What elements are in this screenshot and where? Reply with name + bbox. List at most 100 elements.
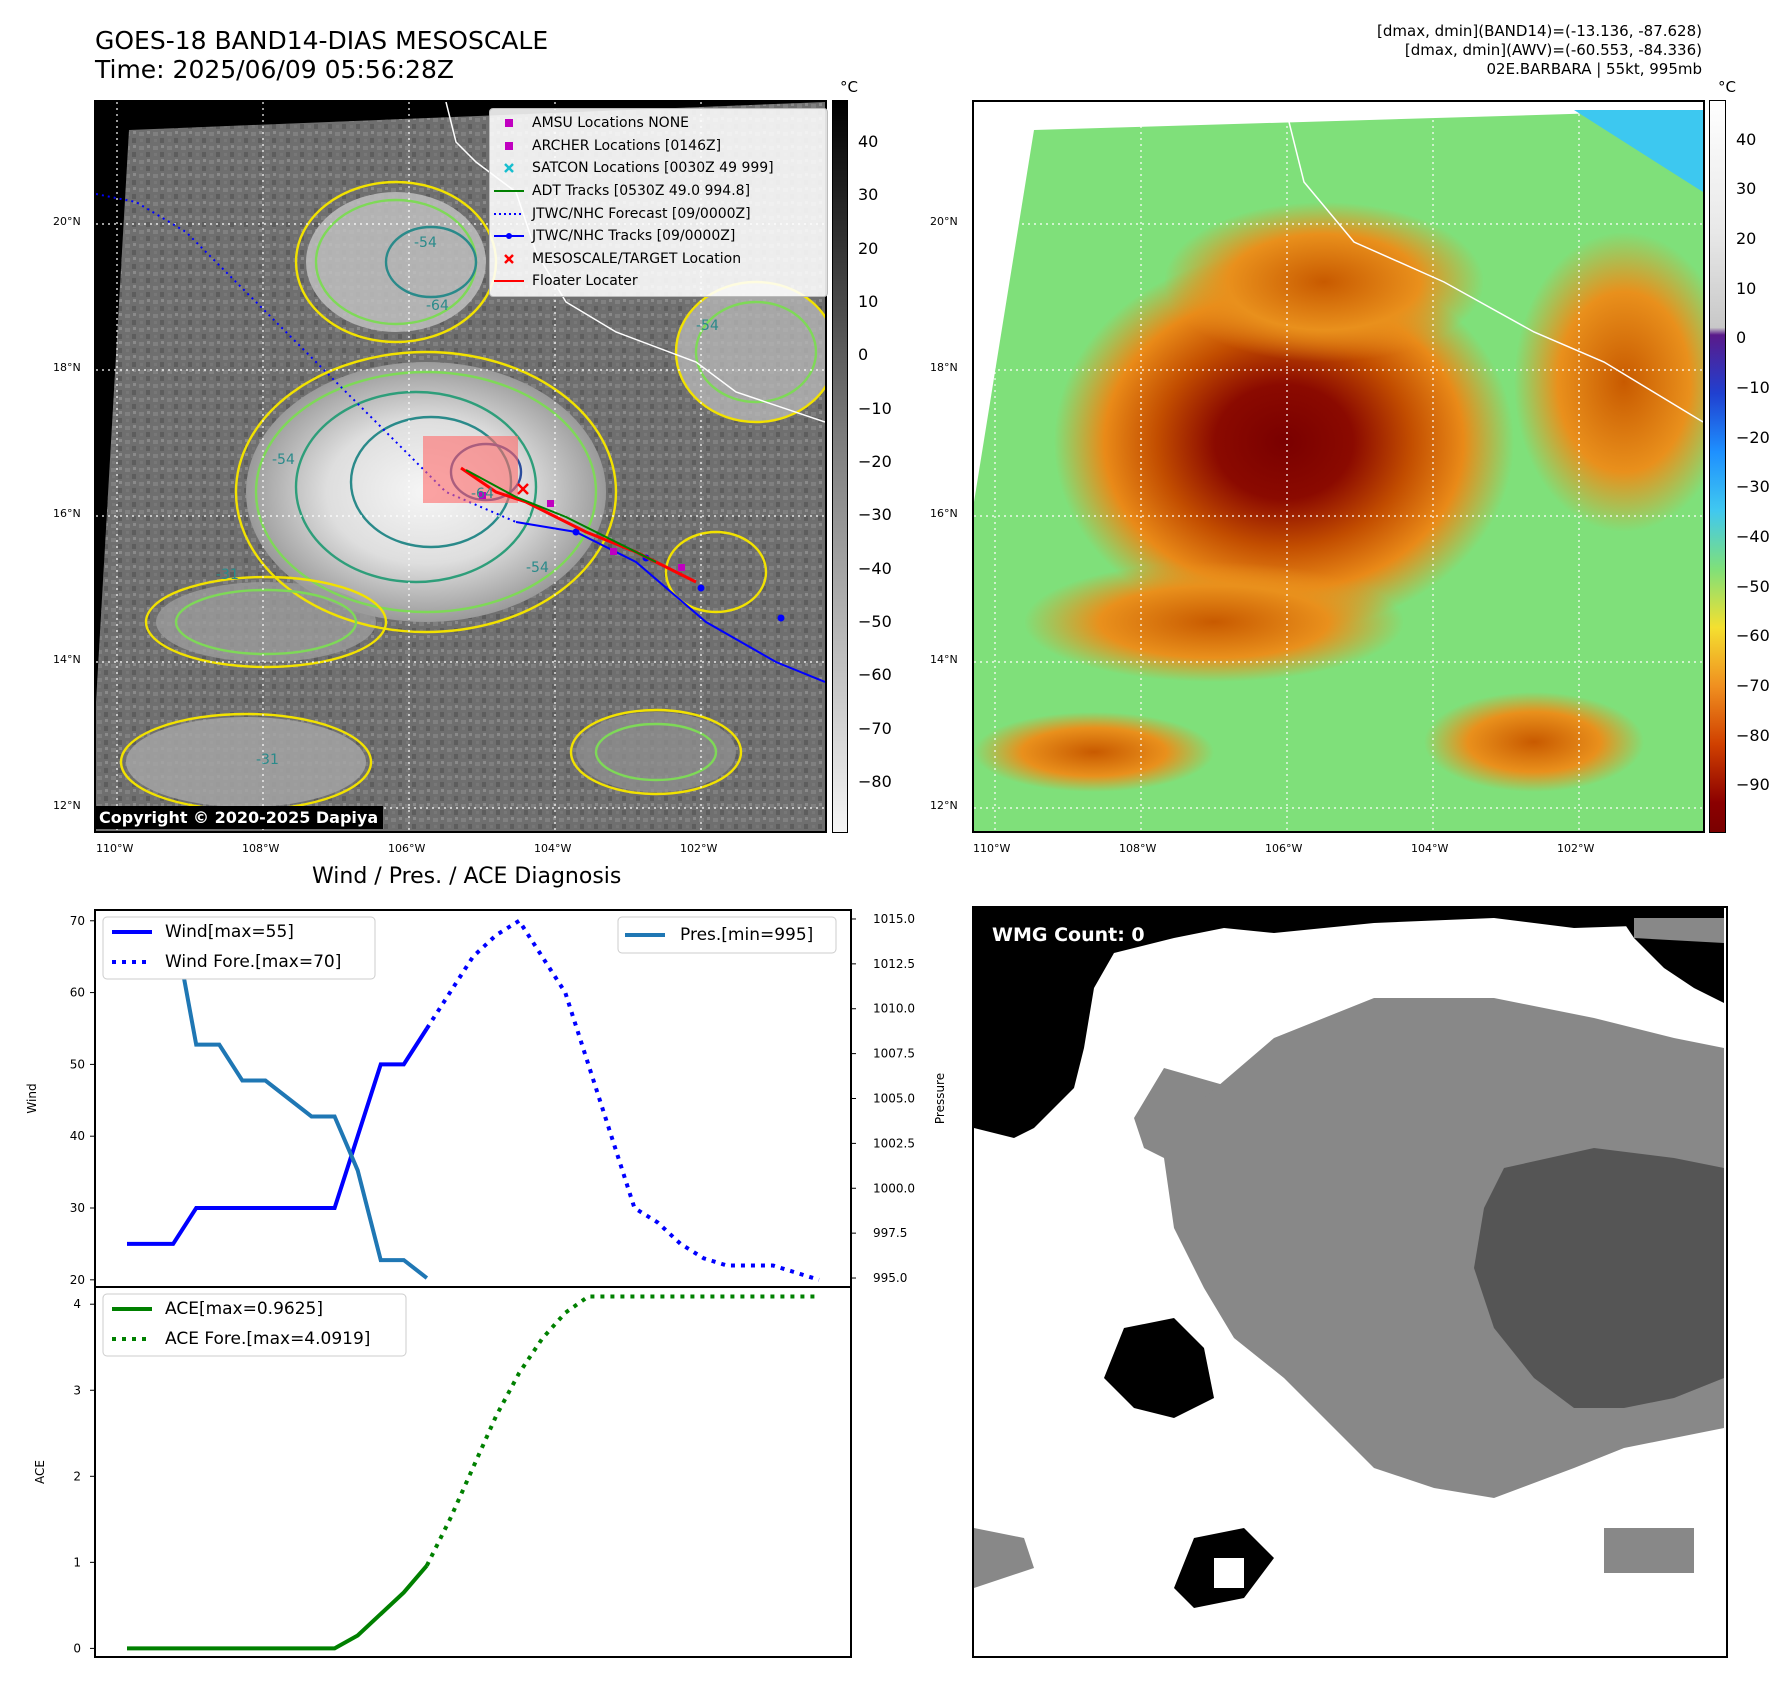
colorbar-gray xyxy=(832,100,848,833)
legend-entry: ARCHER Locations [0146Z] xyxy=(494,135,823,158)
ace-tick-label: 0 xyxy=(73,1641,81,1655)
legend-label: JTWC/NHC Tracks [09/0000Z] xyxy=(532,228,736,245)
legend-entry: MESOSCALE/TARGET Location xyxy=(494,248,823,271)
lat-label: 18°N xyxy=(53,361,81,374)
lat-label: 16°N xyxy=(53,507,81,520)
colorbar-tick-label: −70 xyxy=(858,718,892,738)
colorbar-unit: °C xyxy=(1718,78,1736,96)
pressure-tick-label: 1015.0 xyxy=(873,912,915,926)
legend-label: MESOSCALE/TARGET Location xyxy=(532,250,742,267)
lat-label: 12°N xyxy=(53,799,81,812)
wind-legend-box xyxy=(102,916,376,980)
ace-tick-label: 3 xyxy=(73,1383,81,1397)
colorbar-tick-label: −80 xyxy=(858,772,892,791)
pressure-axis-label: Pressure xyxy=(933,1073,947,1124)
lon-label: 108°W xyxy=(242,842,280,855)
legend-marker-icon xyxy=(494,253,524,265)
series-line xyxy=(127,1027,429,1246)
lat-label: 12°N xyxy=(930,799,958,812)
legend-marker-icon xyxy=(494,275,524,287)
lon-label: 102°W xyxy=(1557,842,1595,855)
legend-entry: Floater Locater xyxy=(494,270,823,293)
wind-tick-label: 70 xyxy=(70,914,85,928)
colorbar-tick-label: 0 xyxy=(1736,328,1747,348)
contour-label: -64 xyxy=(426,298,449,314)
copyright-label: Copyright © 2020-2025 Dapiya xyxy=(94,806,384,829)
legend-marker-icon xyxy=(494,140,524,152)
contour-label: -54 xyxy=(272,452,295,468)
lat-label: 16°N xyxy=(930,507,958,520)
diagnosis-charts: 203040506070995.0997.51000.01002.51005.0… xyxy=(25,909,947,1658)
colorbar-tick-label: 0 xyxy=(858,345,869,365)
legend-label: Floater Locater xyxy=(532,273,638,290)
pressure-tick-label: 1010.0 xyxy=(873,1002,915,1016)
legend-marker-icon xyxy=(494,185,524,197)
colorbar-tick-label: −70 xyxy=(1736,676,1770,695)
wmg-count-label: WMG Count: 0 xyxy=(992,924,1145,946)
pressure-tick-label: 1002.5 xyxy=(873,1136,915,1150)
ace-tick-label: 2 xyxy=(73,1469,81,1483)
pressure-tick-label: 995.0 xyxy=(873,1271,907,1285)
title-line-satellite: GOES-18 BAND14-DIAS MESOSCALE xyxy=(95,26,549,55)
contour-label: -54 xyxy=(696,318,719,334)
legend-entry: JTWC/NHC Tracks [09/0000Z] xyxy=(494,225,823,248)
colorbar-tick-label: 20 xyxy=(858,238,879,258)
colorbar-tick-label: −40 xyxy=(1736,527,1770,547)
legend-label: JTWC/NHC Forecast [09/0000Z] xyxy=(532,205,751,222)
ace-axes xyxy=(94,1286,852,1658)
contour-label: -31 xyxy=(216,567,239,583)
legend-entry: ADT Tracks [0530Z 49.0 994.8] xyxy=(494,180,823,203)
title-line-time: Time: 2025/06/09 05:56:28Z xyxy=(95,55,454,84)
lat-label: 20°N xyxy=(930,215,958,228)
legend-label: Wind[max=55] xyxy=(165,922,294,942)
lon-label: 104°W xyxy=(1411,842,1449,855)
colorbar-tick-label: −60 xyxy=(858,665,892,685)
contour-label: -31 xyxy=(256,752,279,768)
lat-label: 14°N xyxy=(53,653,81,666)
wind-tick-label: 50 xyxy=(70,1057,85,1071)
wind-tick-label: 60 xyxy=(70,986,85,1000)
lon-label: 110°W xyxy=(96,842,134,855)
lon-label: 106°W xyxy=(1265,842,1303,855)
colorbar-tick-label: −50 xyxy=(858,612,892,631)
lon-label: 108°W xyxy=(1119,842,1157,855)
series-line xyxy=(425,918,820,1282)
wind-tick-label: 30 xyxy=(70,1201,85,1215)
colorbar-tick-label: −30 xyxy=(858,505,892,525)
legend-entry: SATCON Locations [0030Z 49 999] xyxy=(494,157,823,180)
legend-marker-icon xyxy=(494,162,524,174)
meta-band14-range: [dmax, dmin](BAND14)=(-13.136, -87.628) xyxy=(1377,22,1702,40)
legend-entry: AMSU Locations NONE xyxy=(494,112,823,135)
lat-label: 20°N xyxy=(53,215,81,228)
colorbar-tick-label: −10 xyxy=(1736,378,1770,398)
pressure-tick-label: 997.5 xyxy=(873,1226,907,1240)
lon-label: 104°W xyxy=(534,842,572,855)
contour-label: -64 xyxy=(471,486,494,502)
ace-series-line xyxy=(127,1564,429,1651)
colorbar-tick-label: 30 xyxy=(858,185,879,205)
ace-legend-box xyxy=(102,1293,407,1357)
colorbar-tick-label: 10 xyxy=(858,292,879,311)
storm-metadata: [dmax, dmin](BAND14)=(-13.136, -87.628) … xyxy=(1377,22,1702,79)
legend-label: SATCON Locations [0030Z 49 999] xyxy=(532,160,774,177)
lat-label: 18°N xyxy=(930,361,958,374)
legend-label: Wind Fore.[max=70] xyxy=(165,952,341,972)
map-legend: AMSU Locations NONE ARCHER Locations [014… xyxy=(489,108,828,297)
pressure-tick-label: 1000.0 xyxy=(873,1181,915,1195)
legend-label: ACE[max=0.9625] xyxy=(165,1299,323,1319)
colorbar-tick-label: −90 xyxy=(1736,775,1770,795)
pressure-tick-label: 1012.5 xyxy=(873,957,915,971)
legend-marker-icon xyxy=(494,208,524,220)
wind-tick-label: 20 xyxy=(70,1273,85,1287)
wind-tick-label: 40 xyxy=(70,1129,85,1143)
ace-tick-label: 4 xyxy=(73,1297,81,1311)
colorbar-tick-label: −80 xyxy=(1736,725,1770,745)
legend-label: ARCHER Locations [0146Z] xyxy=(532,137,722,154)
wind-axis-label: Wind xyxy=(25,1083,39,1113)
wmg-image xyxy=(974,908,1724,1608)
colorbar-tick-label: 40 xyxy=(1736,129,1757,149)
legend-label: ADT Tracks [0530Z 49.0 994.8] xyxy=(532,183,751,200)
diagnosis-title: Wind / Pres. / ACE Diagnosis xyxy=(312,864,622,889)
ace-series-line xyxy=(425,1294,819,1567)
colorbar-unit: °C xyxy=(840,78,858,96)
